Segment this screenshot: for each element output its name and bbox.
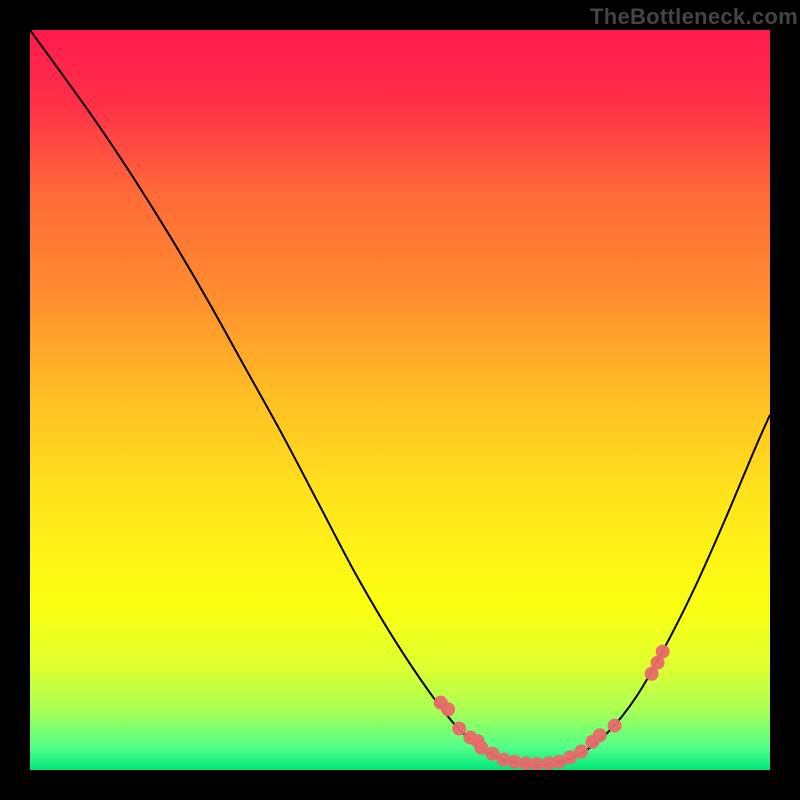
watermark-text: TheBottleneck.com <box>590 4 798 30</box>
chart-area <box>30 30 770 770</box>
scatter-point <box>656 645 670 659</box>
scatter-point <box>452 722 466 736</box>
scatter-point <box>441 702 455 716</box>
curve-overlay <box>30 30 770 770</box>
scatter-point <box>574 745 588 759</box>
scatter-points <box>434 645 670 770</box>
scatter-point <box>608 719 622 733</box>
scatter-point <box>593 728 607 742</box>
